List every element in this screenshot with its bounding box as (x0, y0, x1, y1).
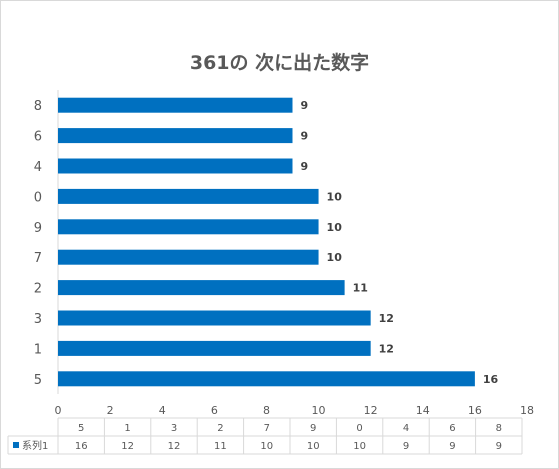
bar-9 (58, 219, 319, 235)
bar-0 (58, 188, 319, 204)
y-tick-label-9: 9 (34, 221, 42, 236)
table-value-3: 12 (168, 441, 181, 452)
bar-6 (58, 128, 293, 144)
table-category-5: 5 (78, 423, 84, 434)
table-category-0: 0 (356, 423, 362, 434)
table-value-8: 9 (496, 441, 502, 452)
y-tick-label-3: 3 (34, 312, 42, 327)
x-tick-label-18: 18 (520, 404, 534, 417)
x-tick-label-0: 0 (55, 404, 62, 417)
y-tick-label-7: 7 (34, 251, 42, 266)
table-category-2: 2 (217, 423, 223, 434)
x-tick-label-4: 4 (159, 404, 166, 417)
legend-series-name: 系列1 (22, 439, 48, 452)
table-category-3: 3 (171, 423, 177, 434)
table-value-1: 12 (121, 441, 134, 452)
table-category-1: 1 (124, 423, 130, 434)
table-value-7: 10 (260, 441, 273, 452)
bar-2 (58, 280, 345, 296)
y-tick-label-6: 6 (34, 130, 42, 145)
table-value-4: 9 (403, 441, 409, 452)
x-tick-label-16: 16 (468, 404, 482, 417)
table-category-4: 4 (403, 423, 409, 434)
bar-1 (58, 340, 371, 356)
table-value-6: 9 (449, 441, 455, 452)
data-label-4: 9 (301, 160, 309, 173)
table-value-0: 10 (353, 441, 366, 452)
table-category-7: 7 (264, 423, 270, 434)
x-tick-label-12: 12 (364, 404, 378, 417)
x-tick-label-14: 14 (416, 404, 430, 417)
chart-title: 361の 次に出た数字 (189, 52, 370, 74)
table-category-8: 8 (496, 423, 502, 434)
data-label-7: 10 (327, 251, 343, 264)
data-label-3: 12 (379, 312, 394, 325)
y-tick-label-1: 1 (34, 342, 42, 357)
data-label-1: 12 (379, 342, 394, 355)
x-tick-label-8: 8 (263, 404, 270, 417)
data-label-9: 10 (327, 221, 343, 234)
y-tick-label-5: 5 (34, 373, 42, 388)
bar-8 (58, 97, 293, 113)
y-tick-label-0: 0 (34, 190, 42, 205)
data-label-0: 10 (327, 190, 343, 203)
x-tick-label-10: 10 (312, 404, 326, 417)
bar-5 (58, 371, 475, 387)
y-tick-label-2: 2 (34, 282, 42, 297)
y-tick-label-4: 4 (34, 160, 42, 175)
data-label-2: 11 (353, 282, 368, 295)
legend-key (13, 442, 19, 448)
table-value-9: 10 (307, 441, 320, 452)
table-value-5: 16 (75, 441, 88, 452)
bar-3 (58, 310, 371, 326)
y-tick-label-8: 8 (34, 99, 42, 114)
bar-7 (58, 249, 319, 265)
x-tick-label-6: 6 (211, 404, 218, 417)
x-tick-label-2: 2 (107, 404, 114, 417)
data-label-6: 9 (301, 130, 309, 143)
table-value-2: 11 (214, 441, 227, 452)
table-category-6: 6 (449, 423, 455, 434)
table-category-9: 9 (310, 423, 316, 434)
bar-4 (58, 158, 293, 174)
data-label-8: 9 (301, 99, 309, 112)
data-label-5: 16 (483, 373, 499, 386)
